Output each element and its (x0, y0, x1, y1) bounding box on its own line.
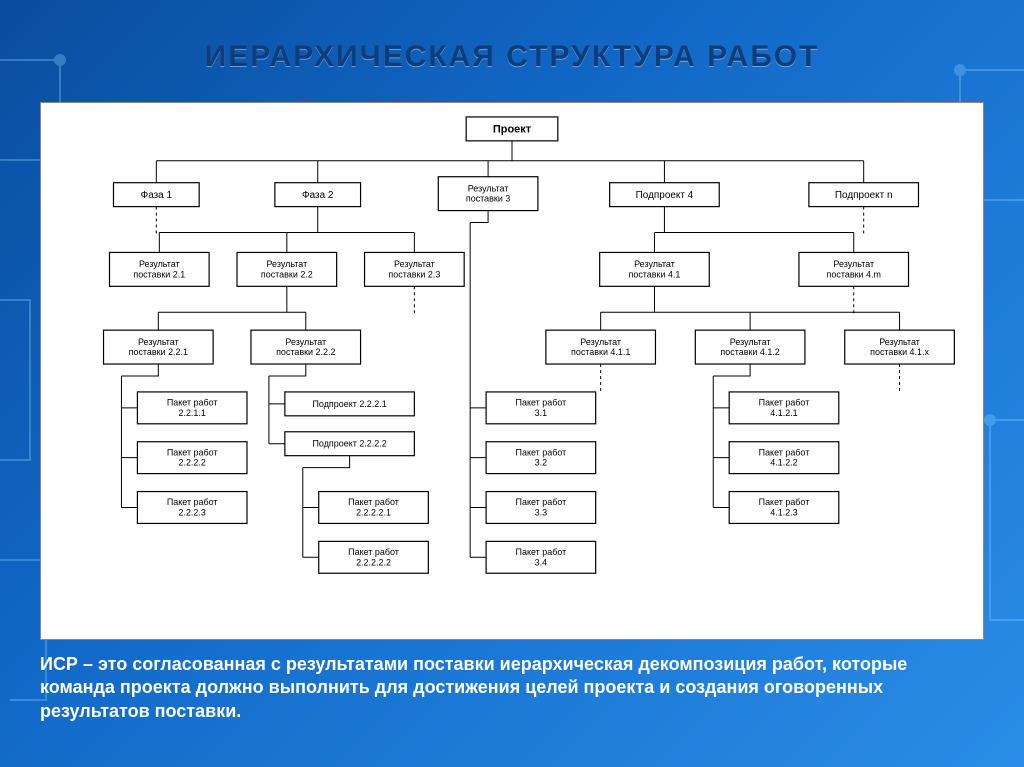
svg-text:поставки 4.1.2: поставки 4.1.2 (720, 347, 779, 357)
wbs-node: Результатпоставки 4.1.1 (546, 330, 656, 364)
wbs-node: Результатпоставки 2.2.1 (104, 330, 214, 364)
svg-text:3.1: 3.1 (535, 408, 547, 418)
svg-text:поставки 4.1.1: поставки 4.1.1 (571, 347, 630, 357)
svg-text:Пакет работ: Пакет работ (348, 547, 399, 557)
wbs-node: Пакет работ3.1 (486, 392, 596, 424)
wbs-node: Пакет работ4.1.2.3 (729, 492, 839, 524)
svg-text:3.3: 3.3 (535, 508, 547, 518)
svg-text:4.1.2.3: 4.1.2.3 (770, 508, 797, 518)
wbs-node: Результатпоставки 2.3 (365, 252, 465, 286)
wbs-node: Пакет работ3.2 (486, 442, 596, 474)
svg-text:Подпроект 4: Подпроект 4 (636, 190, 694, 201)
svg-text:Пакет работ: Пакет работ (759, 447, 810, 457)
wbs-diagram-frame: ПроектФаза 1Фаза 2Результатпоставки 3Под… (40, 102, 984, 640)
svg-text:поставки 4.1: поставки 4.1 (629, 269, 681, 279)
svg-text:Фаза 2: Фаза 2 (302, 190, 334, 201)
svg-text:3.4: 3.4 (535, 557, 547, 567)
wbs-node: Результатпоставки 4.1.2 (695, 330, 805, 364)
wbs-node: Результатпоставки 2.1 (110, 252, 210, 286)
svg-text:поставки 2.3: поставки 2.3 (388, 269, 440, 279)
svg-text:2.2.2.2.1: 2.2.2.2.1 (356, 508, 391, 518)
svg-text:Результат: Результат (285, 337, 326, 347)
svg-text:4.1.2.2: 4.1.2.2 (770, 458, 797, 468)
svg-text:поставки 2.1: поставки 2.1 (133, 269, 185, 279)
page-title: ИЕРАРХИЧЕСКАЯ СТРУКТУРА РАБОТ (0, 40, 1024, 74)
svg-text:Пакет работ: Пакет работ (759, 398, 810, 408)
wbs-node: Пакет работ4.1.2.1 (729, 392, 839, 424)
wbs-node: Пакет работ4.1.2.2 (729, 442, 839, 474)
svg-text:Результат: Результат (730, 337, 771, 347)
svg-text:Результат: Результат (468, 183, 509, 193)
svg-text:3.2: 3.2 (535, 458, 547, 468)
wbs-node: Пакет работ3.3 (486, 492, 596, 524)
svg-text:Результат: Результат (138, 337, 179, 347)
svg-text:Результат: Результат (580, 337, 621, 347)
svg-text:Результат: Результат (139, 259, 180, 269)
svg-text:Подпроект 2.2.2.2: Подпроект 2.2.2.2 (312, 439, 386, 449)
wbs-node: Подпроект 2.2.2.1 (285, 392, 415, 416)
svg-text:Пакет работ: Пакет работ (348, 497, 399, 507)
svg-text:поставки 2.2.1: поставки 2.2.1 (129, 347, 188, 357)
svg-text:Пакет работ: Пакет работ (167, 497, 218, 507)
wbs-node: Пакет работ3.4 (486, 541, 596, 573)
svg-text:поставки 3: поставки 3 (466, 194, 510, 204)
definition-text: ИСР – это согласованная с результатами п… (40, 653, 964, 723)
wbs-node: Проект (466, 117, 558, 141)
wbs-node: Результатпоставки 2.2 (237, 252, 337, 286)
wbs-node: Подпроект 4 (610, 183, 720, 207)
svg-text:Результат: Результат (879, 337, 920, 347)
svg-text:2.2.1.1: 2.2.1.1 (178, 408, 205, 418)
wbs-node: Результатпоставки 4.m (799, 252, 909, 286)
wbs-node: Пакет работ2.2.1.1 (137, 392, 247, 424)
svg-text:поставки 2.2.2: поставки 2.2.2 (276, 347, 335, 357)
wbs-node: Результатпоставки 4.1.x (845, 330, 955, 364)
svg-text:Результат: Результат (266, 259, 307, 269)
svg-text:Подпроект 2.2.2.1: Подпроект 2.2.2.1 (312, 399, 386, 409)
svg-text:Пакет работ: Пакет работ (516, 447, 567, 457)
wbs-node: Подпроект n (809, 183, 919, 207)
svg-text:Фаза 1: Фаза 1 (141, 190, 173, 201)
wbs-node: Подпроект 2.2.2.2 (285, 432, 415, 456)
svg-text:Пакет работ: Пакет работ (759, 497, 810, 507)
svg-text:Проект: Проект (493, 123, 532, 135)
svg-text:Пакет работ: Пакет работ (167, 398, 218, 408)
svg-text:Результат: Результат (634, 259, 675, 269)
svg-text:2.2.2.2.2: 2.2.2.2.2 (356, 557, 391, 567)
svg-text:Пакет работ: Пакет работ (167, 447, 218, 457)
wbs-node: Фаза 2 (275, 183, 361, 207)
svg-text:4.1.2.1: 4.1.2.1 (770, 408, 797, 418)
svg-text:Результат: Результат (833, 259, 874, 269)
wbs-node: Пакет работ2.2.2.2.1 (319, 492, 429, 524)
wbs-node: Пакет работ2.2.2.2 (137, 442, 247, 474)
svg-text:Пакет работ: Пакет работ (516, 547, 567, 557)
svg-text:Пакет работ: Пакет работ (516, 497, 567, 507)
wbs-node: Пакет работ2.2.2.2.2 (319, 541, 429, 573)
svg-text:поставки 4.m: поставки 4.m (827, 269, 881, 279)
svg-text:Подпроект n: Подпроект n (835, 190, 893, 201)
wbs-node: Результатпоставки 4.1 (600, 252, 710, 286)
wbs-node: Результатпоставки 2.2.2 (251, 330, 361, 364)
svg-text:поставки 4.1.x: поставки 4.1.x (870, 347, 929, 357)
svg-text:Пакет работ: Пакет работ (516, 398, 567, 408)
svg-text:2.2.2.3: 2.2.2.3 (178, 508, 205, 518)
wbs-diagram: ПроектФаза 1Фаза 2Результатпоставки 3Под… (41, 103, 983, 639)
wbs-node: Результатпоставки 3 (438, 177, 538, 211)
svg-text:Результат: Результат (394, 259, 435, 269)
svg-text:поставки 2.2: поставки 2.2 (261, 269, 313, 279)
wbs-node: Пакет работ2.2.2.3 (137, 492, 247, 524)
wbs-node: Фаза 1 (113, 183, 199, 207)
svg-text:2.2.2.2: 2.2.2.2 (178, 458, 205, 468)
